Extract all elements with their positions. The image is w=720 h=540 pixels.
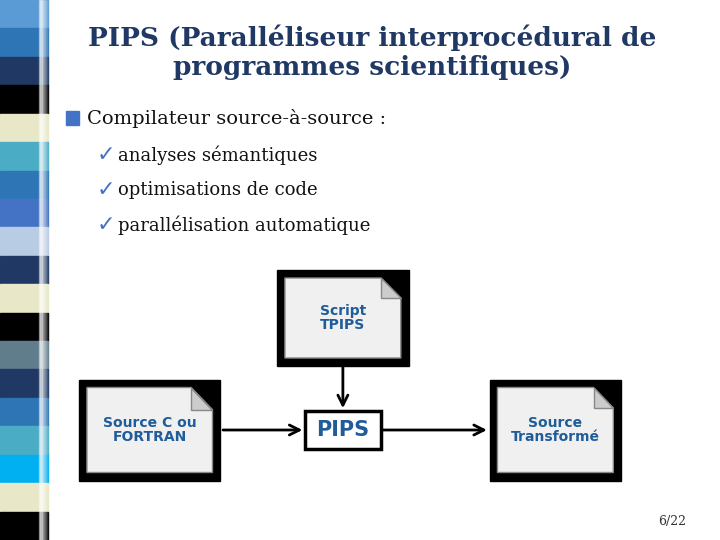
Bar (0, 142, 48, 171)
Bar (46, 0, 48, 540)
Bar (0, 369, 48, 398)
Bar (79, 380, 220, 481)
Bar (0, 29, 48, 57)
Text: PIPS: PIPS (316, 420, 369, 440)
Bar (66, 111, 79, 125)
Bar (0, 114, 48, 142)
Text: Transformé: Transformé (511, 430, 600, 444)
Text: ✓: ✓ (96, 180, 115, 200)
Text: FORTRAN: FORTRAN (112, 430, 186, 444)
Bar (43, 0, 45, 540)
Text: Compilateur source-à-source :: Compilateur source-à-source : (87, 109, 386, 127)
Bar (277, 270, 408, 366)
Text: PIPS (Paralléliseur interprocédural de: PIPS (Paralléliseur interprocédural de (88, 25, 656, 51)
Bar (0, 483, 48, 511)
Polygon shape (87, 388, 212, 472)
Bar (0, 85, 48, 114)
Polygon shape (381, 278, 401, 299)
Bar (0, 57, 48, 85)
Text: 6/22: 6/22 (658, 515, 685, 528)
Text: Source: Source (528, 416, 582, 430)
Text: parallélisation automatique: parallélisation automatique (118, 215, 370, 235)
Bar (0, 256, 48, 284)
Bar (0, 511, 48, 540)
Text: ✓: ✓ (96, 145, 115, 165)
Bar (0, 199, 48, 227)
Text: Source C ou: Source C ou (103, 416, 197, 430)
Bar (0, 426, 48, 455)
Bar (0, 341, 48, 369)
Text: TPIPS: TPIPS (320, 318, 366, 332)
Polygon shape (191, 388, 212, 410)
Bar (39, 0, 40, 540)
Text: ✓: ✓ (96, 215, 115, 235)
Text: programmes scientifiques): programmes scientifiques) (173, 56, 571, 80)
Bar (0, 398, 48, 426)
Bar (490, 380, 621, 481)
Text: optimisations de code: optimisations de code (118, 181, 318, 199)
Bar (45, 0, 46, 540)
FancyBboxPatch shape (305, 411, 381, 449)
Bar (0, 313, 48, 341)
Bar (0, 0, 48, 29)
Polygon shape (498, 388, 613, 472)
Bar (0, 284, 48, 313)
Polygon shape (285, 278, 401, 358)
Bar (0, 171, 48, 199)
Text: Script: Script (320, 304, 366, 318)
Bar (40, 0, 42, 540)
Text: analyses sémantiques: analyses sémantiques (118, 145, 318, 165)
Bar (42, 0, 43, 540)
Bar (0, 455, 48, 483)
Polygon shape (593, 388, 613, 408)
Bar (0, 227, 48, 256)
